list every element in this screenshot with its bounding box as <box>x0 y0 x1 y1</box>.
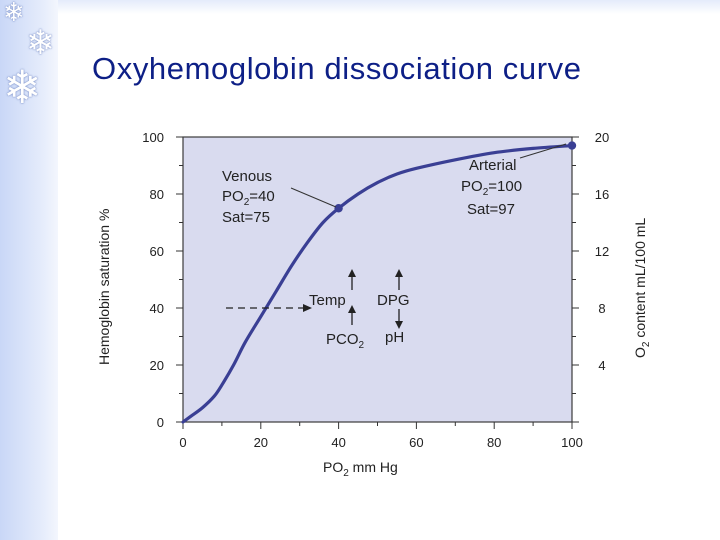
snowflake-icon: ❄ <box>26 23 55 63</box>
y2-tick-label: 20 <box>595 130 609 145</box>
y2-axis-title: O2 content mL/100 mL <box>632 218 652 358</box>
dpg-up-arrowhead <box>395 269 403 277</box>
venous-leader-line <box>290 187 337 208</box>
y-tick-label: 60 <box>150 244 164 259</box>
y-axis-title: Hemoglobin saturation % <box>96 209 112 365</box>
x-tick-label: 60 <box>409 435 423 450</box>
venous-po2-label: PO2=40 <box>222 188 275 208</box>
y-tick-label: 20 <box>150 358 164 373</box>
y2-tick-label: 4 <box>598 358 605 373</box>
y-tick-label: 100 <box>142 130 164 145</box>
temp-up-arrowhead <box>348 269 356 277</box>
y-tick-label: 0 <box>157 415 164 430</box>
x-tick-label: 20 <box>254 435 268 450</box>
arterial-po2-label: PO2=100 <box>461 178 522 198</box>
arterial-leader-line <box>519 143 567 159</box>
y2-axis: 4 8 12 16 20 <box>572 130 609 423</box>
arterial-label: Arterial <box>469 157 517 174</box>
snowflake-icon: ❄ <box>3 60 42 114</box>
x-tick-label: 0 <box>179 435 186 450</box>
y-axis: 0 20 40 60 80 100 <box>142 130 183 430</box>
arterial-point <box>567 141 577 150</box>
venous-point <box>334 204 343 213</box>
side-decoration-band <box>0 0 58 540</box>
pco2-label: PCO2 <box>326 331 365 351</box>
dpg-label: DPG <box>377 292 410 309</box>
x-tick-label: 40 <box>331 435 345 450</box>
ph-down-arrowhead <box>395 321 403 329</box>
x-tick-label: 100 <box>561 435 583 450</box>
slide-title: Oxyhemoglobin dissociation curve <box>92 51 582 86</box>
x-axis: 0 20 40 60 80 100 <box>179 422 583 450</box>
y2-tick-label: 16 <box>595 187 609 202</box>
plot-area <box>182 136 573 423</box>
x-tick-label: 80 <box>487 435 501 450</box>
y-tick-label: 40 <box>150 301 164 316</box>
y2-tick-label: 12 <box>595 244 609 259</box>
venous-sat-label: Sat=75 <box>222 209 270 226</box>
venous-label: Venous <box>222 168 272 185</box>
arterial-sat-label: Sat=97 <box>467 201 515 218</box>
snowflake-icon: ❄ <box>3 0 25 28</box>
pco2-up-arrowhead <box>348 305 356 313</box>
ph-label: pH <box>385 329 404 346</box>
y-tick-label: 80 <box>150 187 164 202</box>
shift-arrowhead <box>303 304 312 312</box>
x-axis-title: PO2 mm Hg <box>323 459 398 479</box>
temp-label: Temp <box>309 292 346 309</box>
dissociation-curve-line <box>181 143 574 424</box>
y2-tick-label: 8 <box>598 301 605 316</box>
top-decoration-band <box>58 0 720 14</box>
